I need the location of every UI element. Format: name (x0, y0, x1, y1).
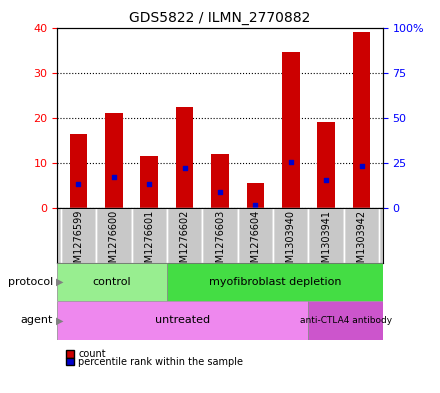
FancyBboxPatch shape (96, 208, 132, 263)
Text: GSM1303940: GSM1303940 (286, 210, 296, 275)
Bar (211, 154, 229, 208)
Text: GSM1303942: GSM1303942 (356, 210, 367, 275)
FancyBboxPatch shape (132, 208, 167, 263)
Text: protocol: protocol (7, 277, 53, 287)
Text: count: count (78, 349, 106, 360)
FancyBboxPatch shape (308, 208, 344, 263)
Point (181, 164, 188, 171)
Bar (282, 52, 300, 208)
Bar (105, 113, 123, 208)
Text: GSM1276604: GSM1276604 (250, 210, 260, 275)
Point (75, 181, 82, 187)
Bar (353, 32, 370, 208)
Text: GSM1276601: GSM1276601 (144, 210, 154, 275)
Text: anti-CTLA4 antibody: anti-CTLA4 antibody (300, 316, 392, 325)
Text: ▶: ▶ (56, 315, 64, 325)
FancyBboxPatch shape (167, 208, 202, 263)
Bar (70, 134, 87, 208)
Text: GSM1276602: GSM1276602 (180, 210, 190, 275)
Text: agent: agent (20, 315, 53, 325)
Text: GSM1303941: GSM1303941 (321, 210, 331, 275)
Text: GSM1276599: GSM1276599 (73, 210, 84, 275)
Bar (140, 156, 158, 208)
FancyBboxPatch shape (344, 208, 379, 263)
Point (252, 202, 259, 208)
Text: GSM1276600: GSM1276600 (109, 210, 119, 275)
Text: GSM1276603: GSM1276603 (215, 210, 225, 275)
Point (146, 181, 153, 187)
Text: control: control (93, 277, 132, 287)
FancyBboxPatch shape (238, 208, 273, 263)
FancyBboxPatch shape (202, 208, 238, 263)
FancyBboxPatch shape (61, 208, 96, 263)
Bar (167, 263, 383, 301)
Bar (246, 184, 264, 208)
Bar (57, 263, 167, 301)
Bar (176, 107, 194, 208)
Bar (317, 122, 335, 208)
Title: GDS5822 / ILMN_2770882: GDS5822 / ILMN_2770882 (129, 11, 311, 25)
Point (358, 163, 365, 169)
Point (287, 159, 294, 165)
Point (216, 189, 224, 195)
Text: myofibroblast depletion: myofibroblast depletion (209, 277, 341, 287)
Text: percentile rank within the sample: percentile rank within the sample (78, 357, 243, 367)
Point (110, 174, 117, 180)
Bar (57, 301, 308, 340)
Bar (308, 301, 383, 340)
Text: untreated: untreated (155, 315, 210, 325)
Point (323, 177, 330, 184)
FancyBboxPatch shape (273, 208, 308, 263)
Text: ▶: ▶ (56, 277, 64, 287)
